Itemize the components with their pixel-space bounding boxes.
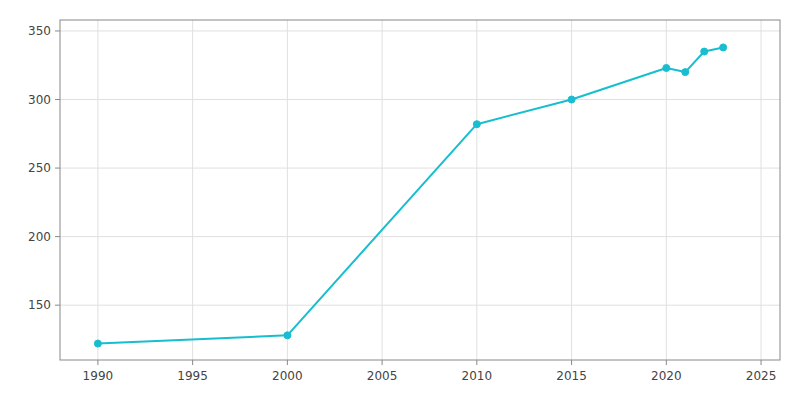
x-tick [287,360,288,365]
y-tick [55,236,60,237]
series [94,44,726,347]
x-tick [666,360,667,365]
x-grid-line [571,20,572,360]
x-tick-label: 2005 [367,369,398,383]
point [720,44,727,51]
y-tick-label: 200 [28,230,51,244]
line [98,47,723,343]
point [473,121,480,128]
chart-container: 1990 1995 2000 2005 2010 2015 2020 2025 150 200 25… [0,0,800,400]
y-grid-line [60,168,780,169]
y-grid-line [60,305,780,306]
y-tick-label: 350 [28,24,51,38]
plot-frame [60,20,780,360]
plot-area [60,20,780,360]
y-tick-label: 150 [28,298,51,312]
x-tick [97,360,98,365]
y-tick [55,168,60,169]
point [663,64,670,71]
x-tick-label: 1990 [83,369,114,383]
point [284,332,291,339]
x-grid-line [476,20,477,360]
x-tick-label: 2025 [746,369,777,383]
x-tick-label: 2015 [556,369,587,383]
x-tick [761,360,762,365]
y-tick [55,305,60,306]
x-tick-label: 2020 [651,369,682,383]
y-tick-label: 300 [28,93,51,107]
x-tick [382,360,383,365]
x-grid-line [97,20,98,360]
x-tick-label: 2000 [272,369,303,383]
x-tick-label: 2010 [462,369,493,383]
y-tick [55,30,60,31]
y-grid-line [60,30,780,31]
y-tick [55,99,60,100]
x-grid-line [287,20,288,360]
x-tick [571,360,572,365]
point [568,96,575,103]
tick-labels: 1990 1995 2000 2005 2010 2015 2020 2025 150 200 25… [28,24,776,383]
point [682,69,689,76]
point [701,48,708,55]
x-tick-label: 1995 [177,369,208,383]
x-grid-line [761,20,762,360]
grid [55,20,780,365]
y-grid-line [60,99,780,100]
x-tick [192,360,193,365]
chart-svg: 1990 1995 2000 2005 2010 2015 2020 2025 150 200 25… [0,0,800,400]
y-grid-line [60,236,780,237]
y-tick-label: 250 [28,161,51,175]
x-grid-line [382,20,383,360]
x-grid-line [192,20,193,360]
point [94,340,101,347]
x-tick [476,360,477,365]
